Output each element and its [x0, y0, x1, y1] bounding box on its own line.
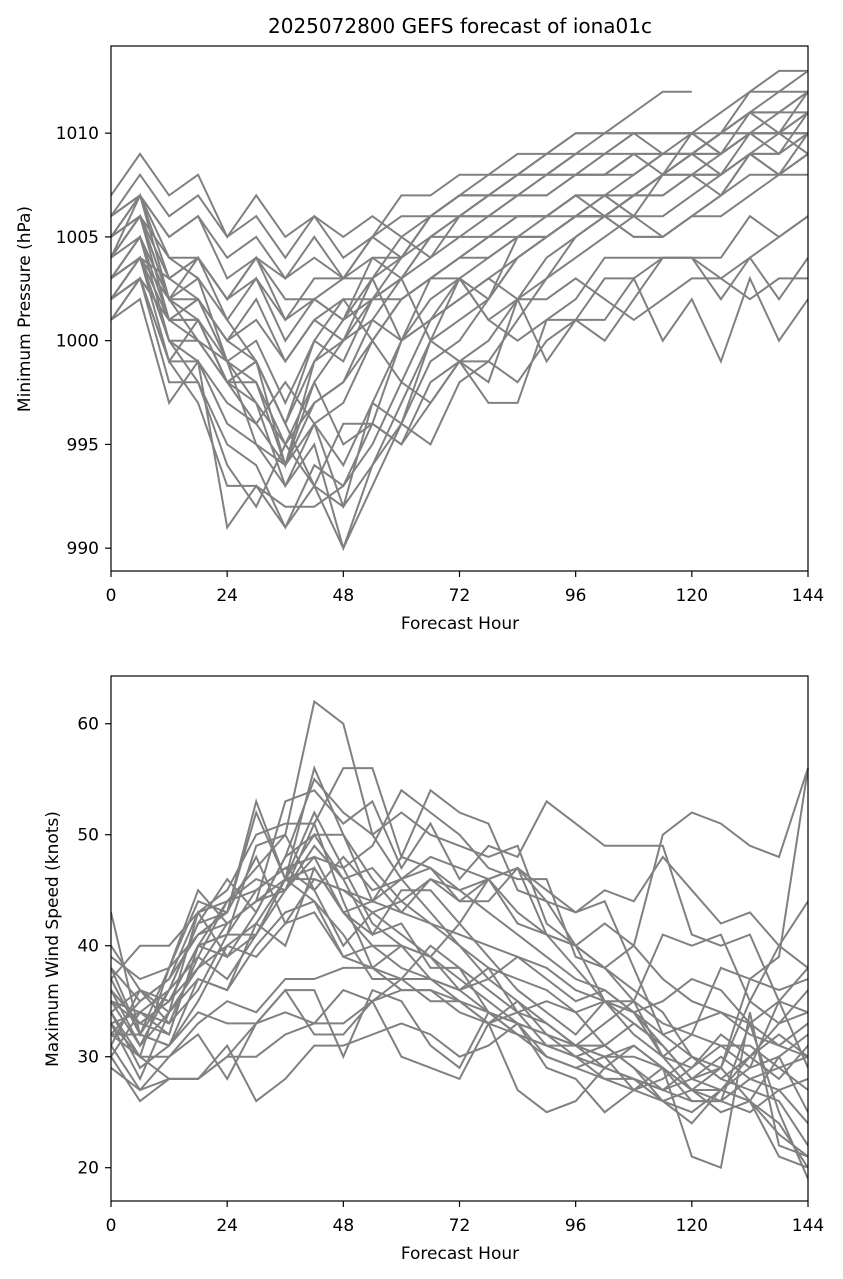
wind-y-axis-label: Maximum Wind Speed (knots): [43, 811, 63, 1067]
pressure-y-tick-label: 1005: [56, 228, 99, 248]
pressure-y-tick-label: 995: [67, 435, 99, 455]
wind-y-tick-label: 50: [77, 826, 99, 846]
wind-x-tick-label: 0: [106, 1216, 117, 1236]
pressure-x-tick-label: 24: [216, 586, 238, 606]
pressure-x-axis-label: Forecast Hour: [401, 614, 519, 634]
wind-series-line-18: [110, 988, 809, 1170]
wind-y-tick-label: 60: [77, 715, 99, 735]
wind-x-tick-label: 96: [565, 1216, 587, 1236]
wind-y-tick-label: 20: [77, 1159, 99, 1179]
wind-series-line-14: [110, 966, 809, 1114]
wind-x-axis-label: Forecast Hour: [401, 1244, 519, 1264]
pressure-series-line-25: [110, 255, 809, 364]
wind-series-line-5: [110, 767, 809, 1048]
pressure-y-tick-label: 1000: [56, 332, 99, 352]
wind-ticks: 0 24 48 72 96 120 144 20 30 40 50 60: [77, 715, 824, 1236]
pressure-ticks: 0 24 48 72 96 120 144 990 995 1000 1005 1010: [56, 124, 824, 606]
pressure-series-line-27: [110, 132, 692, 322]
pressure-series-line-12: [110, 132, 809, 530]
wind-y-tick-label: 40: [77, 937, 99, 957]
pressure-lines: [110, 69, 809, 552]
wind-series-line-24: [110, 832, 809, 1036]
wind-y-tick-label: 30: [77, 1048, 99, 1068]
wind-x-tick-label: 72: [449, 1216, 471, 1236]
wind-lines: [110, 699, 809, 1180]
wind-x-tick-label: 48: [333, 1216, 355, 1236]
wind-x-tick-label: 120: [676, 1216, 708, 1236]
wind-x-tick-label: 24: [216, 1216, 238, 1236]
wind-series-line-21: [110, 833, 809, 1058]
pressure-x-tick-label: 0: [106, 586, 117, 606]
pressure-y-tick-label: 990: [67, 539, 99, 559]
wind-series-line-27: [110, 878, 664, 1047]
pressure-x-tick-label: 96: [565, 586, 587, 606]
pressure-x-tick-label: 120: [676, 586, 708, 606]
pressure-series-line-26: [110, 90, 692, 301]
pressure-y-tick-label: 1010: [56, 124, 99, 144]
pressure-panel: 2025072800 GEFS forecast of iona01c 0 24 4…: [15, 14, 824, 634]
wind-series-line-4: [110, 767, 809, 1036]
pressure-x-tick-label: 72: [449, 586, 471, 606]
wind-series-line-19: [111, 988, 809, 1169]
chart-title: 2025072800 GEFS forecast of iona01c: [268, 14, 652, 38]
pressure-x-tick-label: 144: [792, 586, 824, 606]
pressure-y-axis-label: Minimum Pressure (hPa): [15, 206, 35, 412]
wind-series-line-26: [110, 855, 809, 1025]
wind-series-line-17: [110, 1020, 809, 1180]
pressure-x-tick-label: 48: [333, 586, 355, 606]
wind-x-tick-label: 144: [792, 1216, 824, 1236]
pressure-series-line-15: [110, 132, 809, 551]
